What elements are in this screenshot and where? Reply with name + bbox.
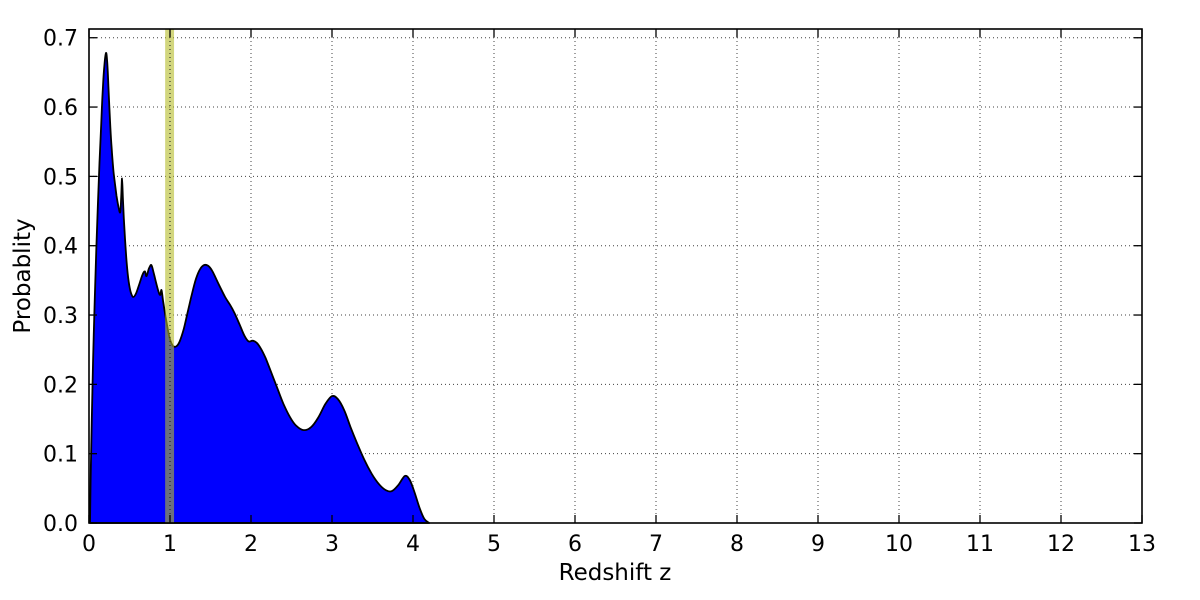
x-tick-label: 9 [811, 532, 825, 557]
axes-frame [88, 28, 1143, 524]
plot-border [88, 28, 1143, 524]
x-tick-label: 0 [82, 532, 96, 557]
x-tick-label: 3 [325, 532, 339, 557]
x-tick-label: 1 [163, 532, 177, 557]
x-tick-label: 4 [406, 532, 420, 557]
y-tick-label: 0.4 [43, 235, 78, 260]
x-tick-label: 5 [487, 532, 501, 557]
series-area [89, 52, 431, 524]
marker-band [165, 29, 175, 523]
y-tick-label: 0.2 [43, 373, 78, 398]
y-tick-labels: 0.0 0.1 0.2 0.3 0.4 0.5 0.6 0.7 [43, 27, 78, 537]
x-tick-label: 8 [730, 532, 744, 557]
tick-marks [88, 29, 1143, 524]
y-tick-label: 0.5 [43, 165, 78, 190]
y-tick-label: 0.1 [43, 443, 78, 468]
y-tick-label: 0.7 [43, 27, 78, 52]
y-tick-label: 0.6 [43, 96, 78, 121]
x-tick-label: 12 [1047, 532, 1075, 557]
x-tick-labels: 0 1 2 3 4 5 6 7 8 9 10 11 12 13 [82, 532, 1156, 557]
x-tick-label: 11 [966, 532, 994, 557]
y-tick-label: 0.0 [43, 512, 78, 537]
y-tick-label: 0.3 [43, 304, 78, 329]
x-tick-label: 2 [244, 532, 258, 557]
x-tick-label: 7 [649, 532, 663, 557]
y-axis-label: Probablity [10, 218, 36, 333]
x-tick-label: 13 [1128, 532, 1156, 557]
redshift-marker-band [165, 29, 175, 523]
x-tick-label: 10 [885, 532, 913, 557]
x-axis-label: Redshift z [559, 560, 672, 586]
pdf-curve [89, 52, 431, 524]
x-tick-label: 6 [568, 532, 582, 557]
